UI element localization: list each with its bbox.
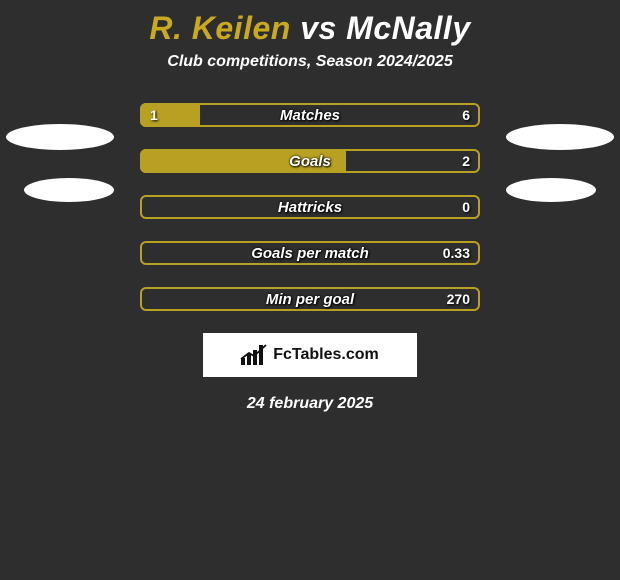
stat-row: Matches16	[140, 103, 480, 127]
logo-chart-icon	[241, 345, 267, 365]
stat-value-right: 6	[462, 103, 470, 127]
vs-label: vs	[300, 10, 337, 46]
stat-bars: Matches16Goals2Hattricks0Goals per match…	[140, 103, 480, 311]
player-badge-ellipse	[6, 124, 114, 150]
stat-row: Goals2	[140, 149, 480, 173]
player-badge-ellipse	[24, 178, 114, 202]
source-logo: FcTables.com	[203, 333, 417, 377]
stat-value-right: 2	[462, 149, 470, 173]
date-label: 24 february 2025	[0, 395, 620, 413]
player2-name: McNally	[346, 10, 470, 46]
stat-bar-outline	[140, 287, 480, 311]
stat-bar-outline	[140, 195, 480, 219]
stat-value-left: 1	[150, 103, 158, 127]
stat-bar-fill-left	[140, 103, 200, 127]
stat-row: Goals per match0.33	[140, 241, 480, 265]
player-badge-ellipse	[506, 178, 596, 202]
player-badge-ellipse	[506, 124, 614, 150]
stat-bar-outline	[140, 241, 480, 265]
page-title: R. Keilen vs McNally	[0, 10, 620, 47]
stat-value-right: 270	[447, 287, 470, 311]
stat-bar-fill-left	[140, 149, 346, 173]
stat-value-right: 0	[462, 195, 470, 219]
stat-row: Min per goal270	[140, 287, 480, 311]
stat-value-right: 0.33	[443, 241, 470, 265]
subtitle: Club competitions, Season 2024/2025	[0, 53, 620, 71]
comparison-infographic: R. Keilen vs McNally Club competitions, …	[0, 0, 620, 580]
logo-text: FcTables.com	[273, 346, 379, 364]
stat-row: Hattricks0	[140, 195, 480, 219]
player1-name: R. Keilen	[149, 10, 290, 46]
